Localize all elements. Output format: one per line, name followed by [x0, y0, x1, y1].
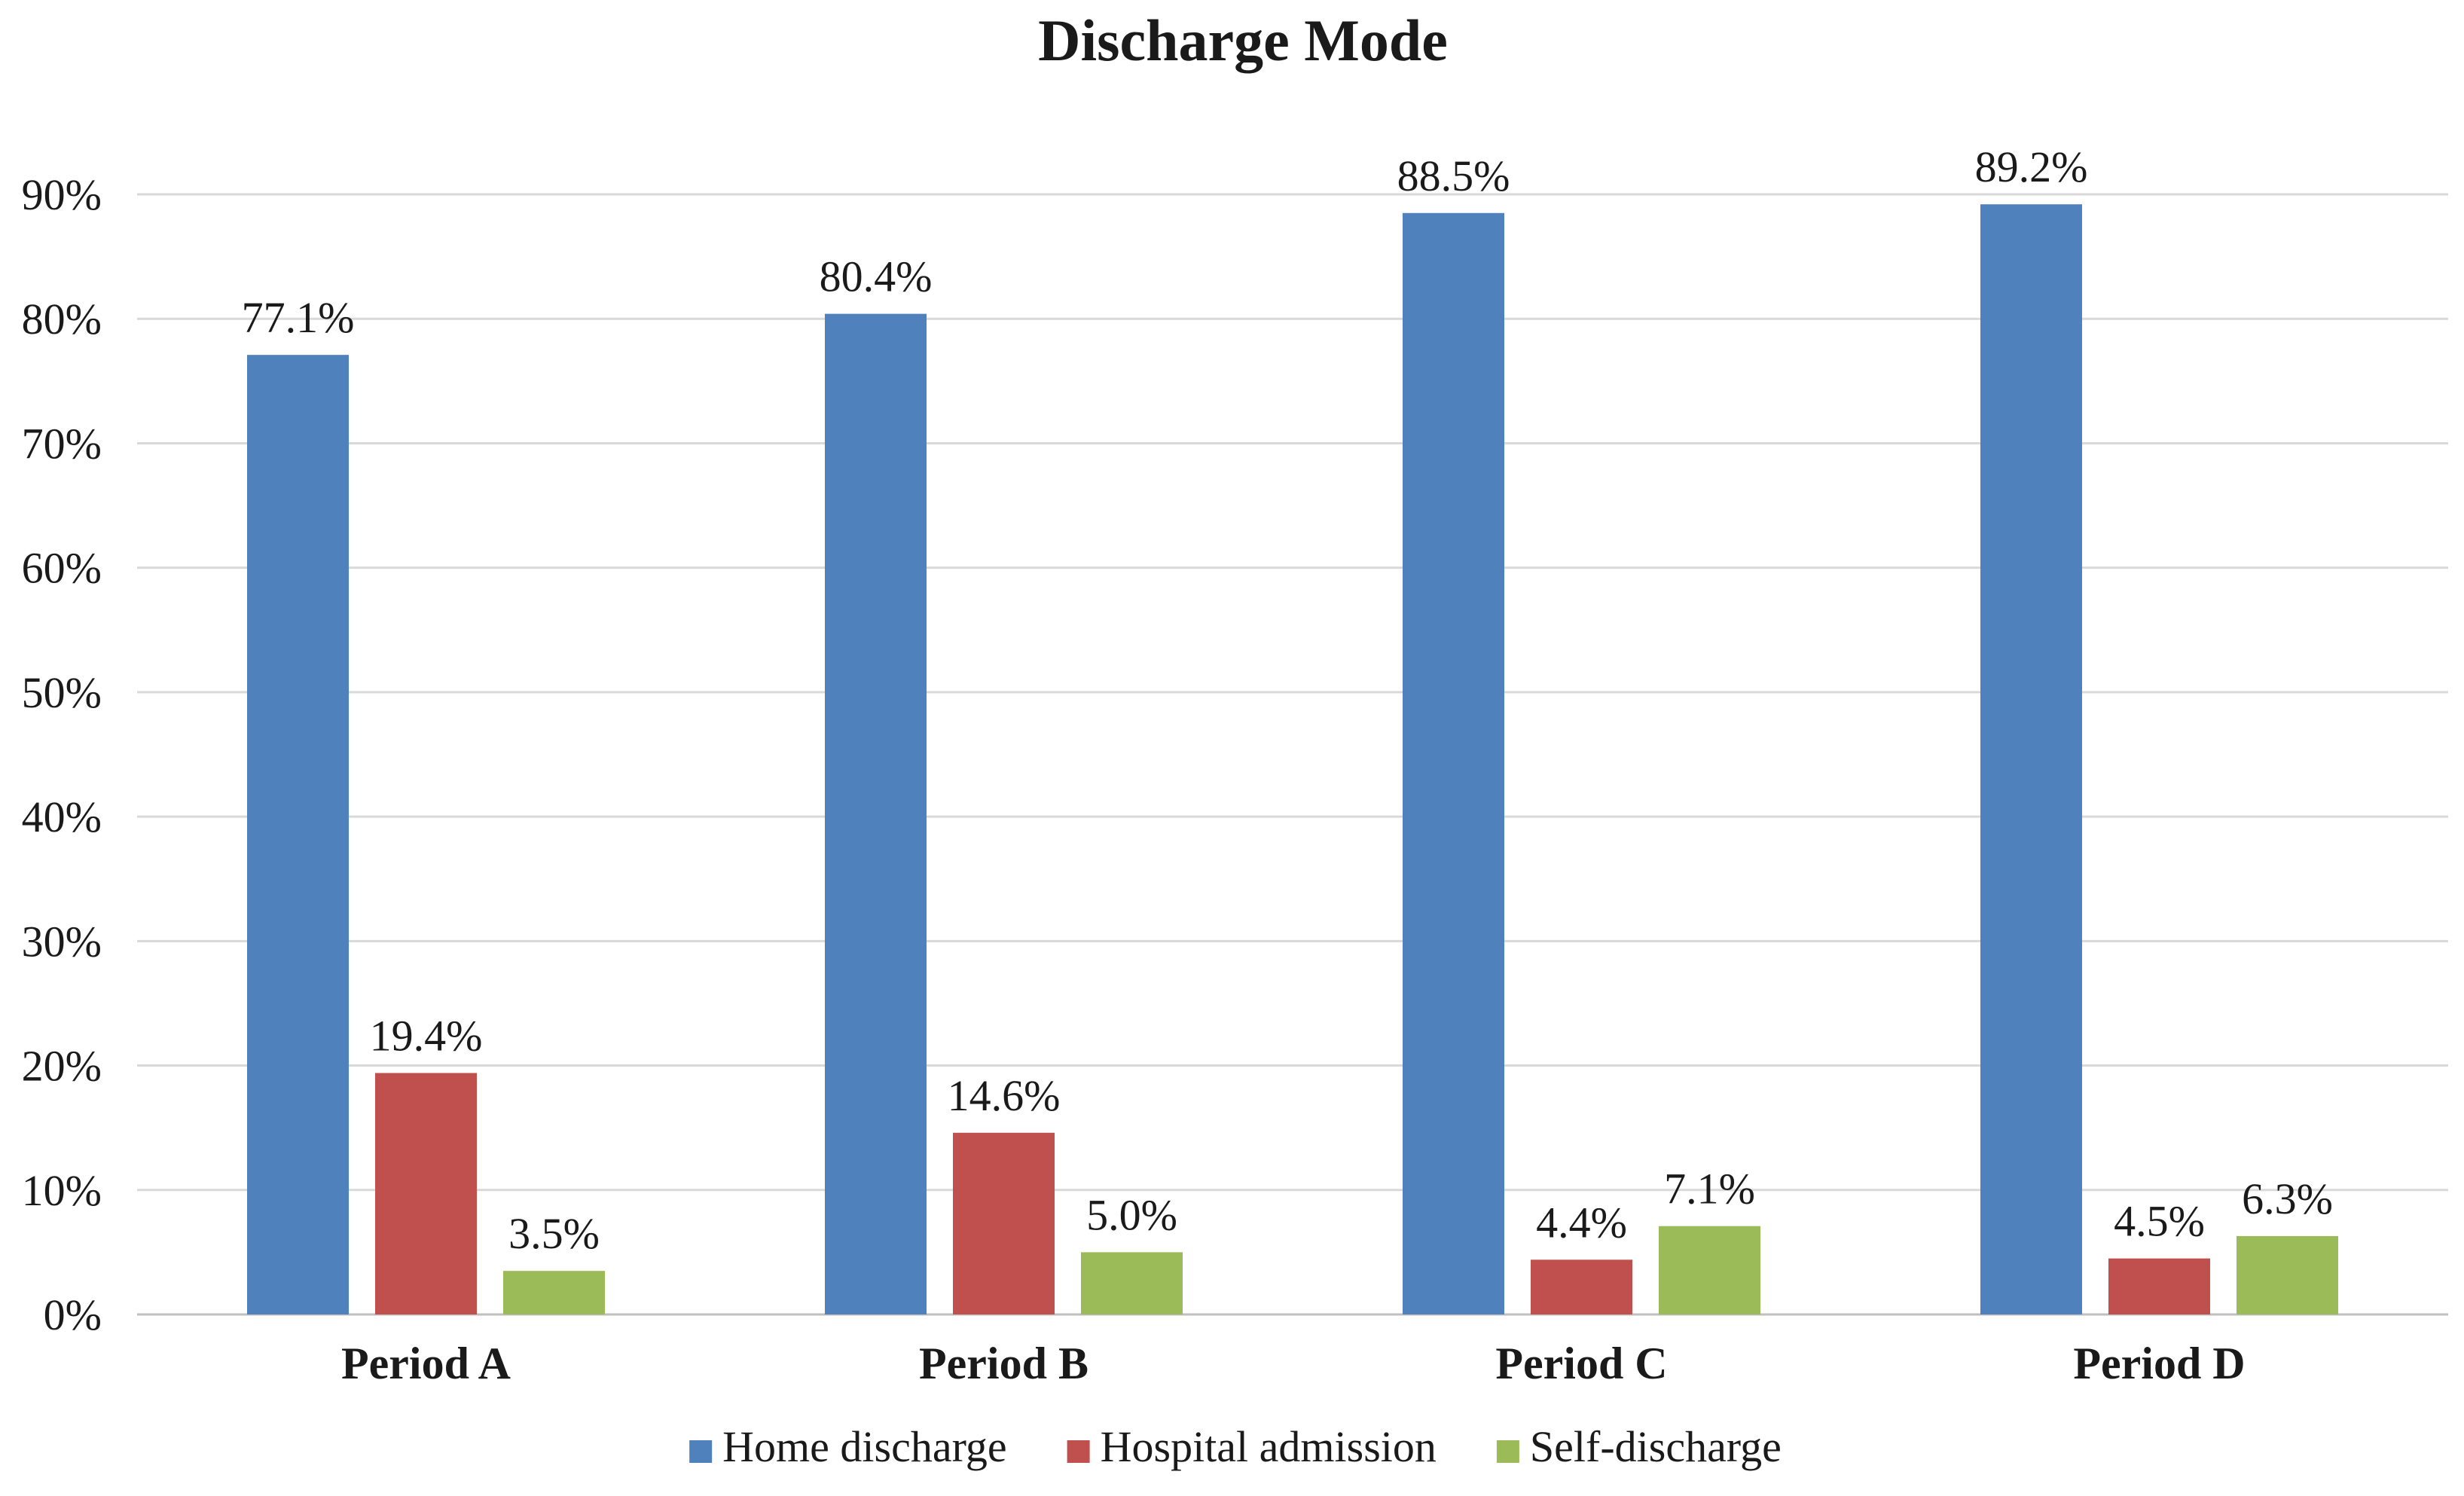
y-tick-label: 90% — [22, 170, 102, 219]
bar-home-discharge — [1980, 204, 2082, 1314]
y-tick-label: 50% — [22, 668, 102, 717]
x-axis-categories: Period A Period B Period C Period D — [341, 1339, 2246, 1388]
bar-hospital-admission — [953, 1132, 1055, 1314]
data-label: 6.3% — [2242, 1174, 2333, 1223]
data-label: 5.0% — [1086, 1190, 1177, 1239]
category-label: Period D — [2073, 1339, 2245, 1388]
y-tick-label: 60% — [22, 544, 102, 593]
data-label: 4.4% — [1536, 1198, 1627, 1247]
bar-hospital-admission — [2108, 1258, 2210, 1314]
bar-home-discharge — [825, 313, 927, 1315]
legend: Home discharge Hospital admission Self-dis… — [689, 1422, 1782, 1471]
legend-swatch — [1496, 1440, 1519, 1463]
legend-entry: Self-discharge — [1530, 1422, 1782, 1471]
y-tick-label: 80% — [22, 295, 102, 343]
category-label: Period B — [919, 1339, 1088, 1388]
legend-entry: Hospital admission — [1101, 1422, 1437, 1471]
y-tick-label: 70% — [22, 419, 102, 468]
data-label: 7.1% — [1664, 1165, 1755, 1214]
data-label: 3.5% — [508, 1209, 600, 1258]
data-label: 4.5% — [2114, 1197, 2205, 1246]
chart-title: Discharge Mode — [1038, 8, 1448, 73]
y-tick-label: 10% — [22, 1166, 102, 1215]
bar-self-discharge — [2237, 1235, 2338, 1314]
y-tick-label: 30% — [22, 917, 102, 966]
data-label: 77.1% — [242, 293, 355, 342]
data-labels: 77.1% 19.4% 3.5% 80.4% 14.6% 5.0% 88.5% 4.4% 7.1… — [242, 142, 2333, 1258]
bar-hospital-admission — [1531, 1259, 1632, 1314]
category-label: Period A — [341, 1339, 511, 1388]
bar-self-discharge — [503, 1271, 605, 1314]
bar-home-discharge — [247, 355, 349, 1314]
data-label: 89.2% — [1975, 142, 2088, 191]
data-label: 88.5% — [1397, 151, 1510, 200]
category-label: Period C — [1495, 1339, 1667, 1388]
bar-self-discharge — [1081, 1252, 1183, 1314]
legend-swatch — [689, 1440, 713, 1463]
y-tick-label: 40% — [22, 792, 102, 841]
data-label: 14.6% — [948, 1071, 1061, 1120]
y-axis-ticks: 0% 10% 20% 30% 40% 50% 60% 70% 80% 90% — [22, 170, 102, 1339]
bars — [247, 204, 2338, 1315]
legend-entry: Home discharge — [722, 1422, 1006, 1471]
bar-home-discharge — [1403, 212, 1504, 1314]
bar-hospital-admission — [375, 1073, 477, 1314]
legend-swatch — [1067, 1440, 1090, 1463]
bar-self-discharge — [1659, 1226, 1760, 1314]
gridlines — [137, 193, 2448, 1316]
data-label: 80.4% — [820, 252, 933, 301]
y-tick-label: 0% — [44, 1290, 102, 1339]
data-label: 19.4% — [370, 1011, 483, 1060]
y-tick-label: 20% — [22, 1042, 102, 1091]
